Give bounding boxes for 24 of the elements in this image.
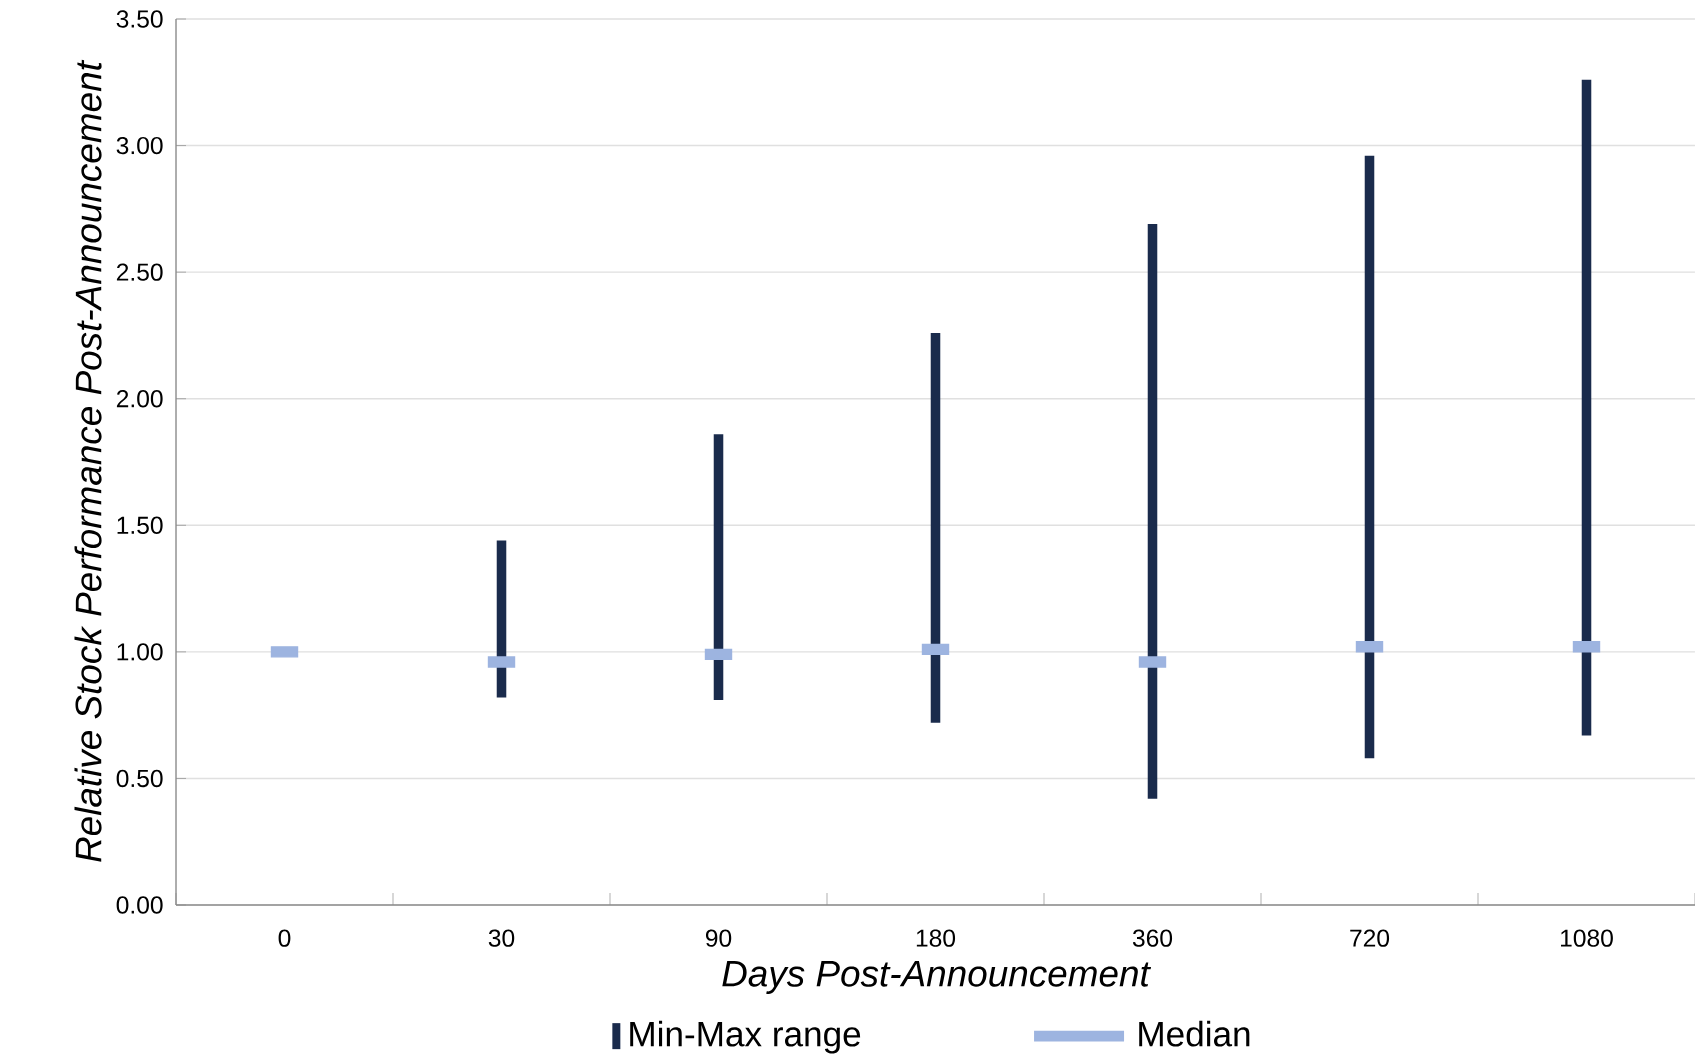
y-axis-title: Relative Stock Performance Post-Announcement	[74, 59, 102, 862]
legend-label: Median	[1139, 1020, 1250, 1047]
y-tick-label: 2.00	[116, 390, 163, 408]
y-tick-label: 1.00	[117, 643, 163, 661]
y-tick-label: 3.00	[116, 136, 163, 155]
bar	[1147, 224, 1158, 799]
x-tick-label: 30	[488, 929, 515, 947]
x-axis-title: Days Post-Announcement	[722, 961, 1152, 995]
x-tick-label: 180	[916, 929, 956, 947]
y-tick-label: 0.00	[116, 896, 163, 914]
y-tick-label: 1.50	[117, 516, 163, 534]
bar	[930, 332, 941, 723]
y-tick-label: 2.50	[116, 263, 163, 281]
x-tick-label: 360	[1132, 929, 1173, 947]
y-tick-label: 3.50	[116, 10, 163, 28]
x-tick-label: 90	[705, 929, 732, 947]
x-tick-label: 720	[1350, 929, 1390, 947]
x-tick-label: 0	[278, 929, 291, 947]
x-tick-label: 1080	[1561, 929, 1613, 947]
bar	[1364, 155, 1375, 759]
bar	[1581, 79, 1592, 736]
y-tick-label: 0.50	[116, 769, 163, 788]
bar	[713, 434, 724, 700]
legend-label: Min-Max range	[630, 1020, 861, 1054]
